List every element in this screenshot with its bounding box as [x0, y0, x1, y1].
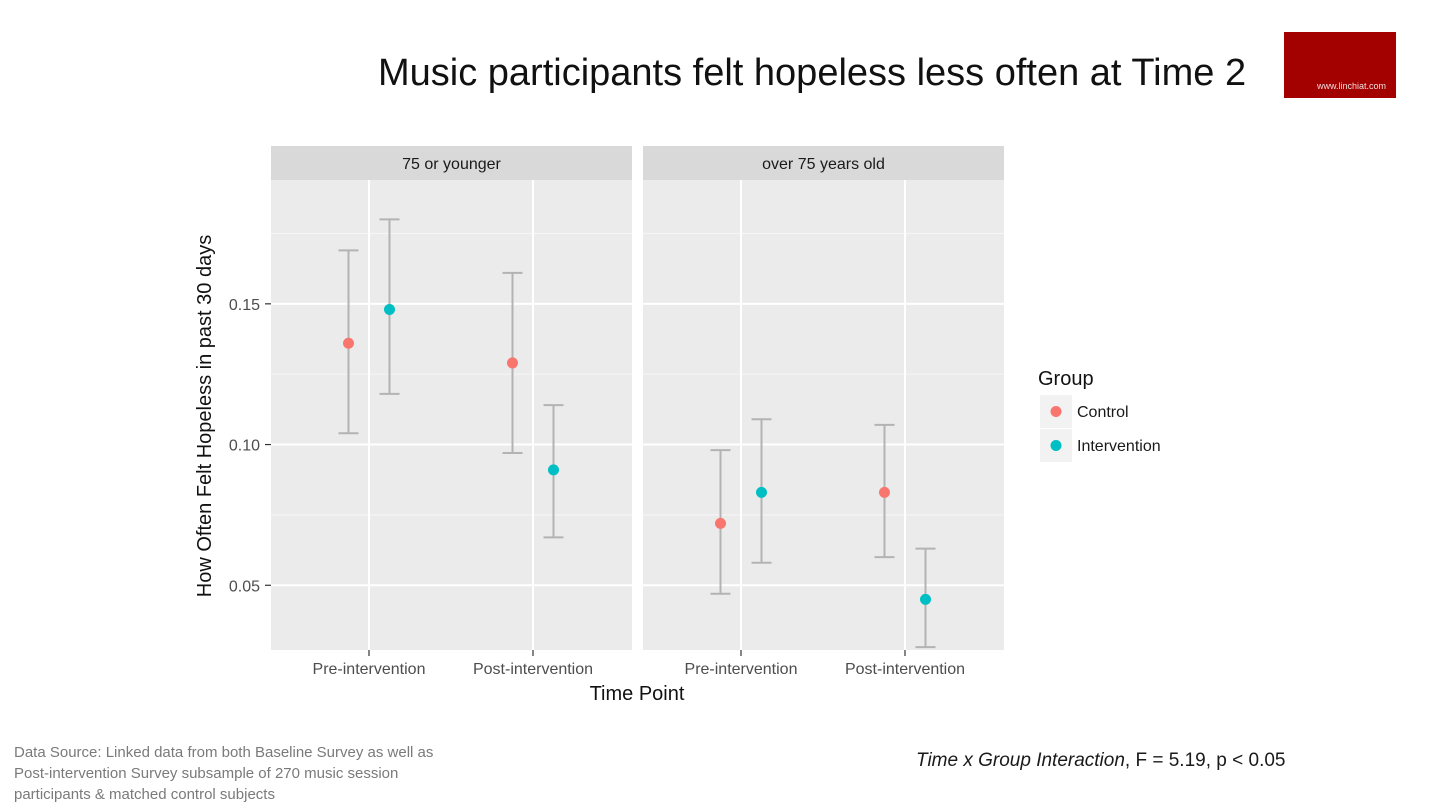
- x-tick-label: Post-intervention: [473, 661, 593, 678]
- y-axis-title: How Often Felt Hopeless in past 30 days: [194, 235, 216, 597]
- y-tick-label: 0.10: [229, 438, 260, 455]
- data-point-intervention: [920, 593, 931, 605]
- legend-label: Intervention: [1077, 438, 1161, 455]
- y-tick-label: 0.15: [229, 297, 260, 314]
- data-point-control: [879, 486, 890, 498]
- slide-title: Music participants felt hopeless less of…: [378, 52, 1247, 94]
- legend-swatch-control: [1050, 406, 1062, 417]
- facet-strip-label: 75 or younger: [402, 156, 501, 173]
- legend-swatch-intervention: [1050, 440, 1062, 451]
- facet-strip: [643, 146, 1004, 180]
- x-tick-label: Post-intervention: [845, 661, 965, 678]
- legend-label: Control: [1077, 404, 1129, 421]
- data-point-intervention: [756, 486, 767, 498]
- brand-url: www.linchiat.com: [1316, 81, 1386, 91]
- stat-value: , F = 5.19, p < 0.05: [1124, 750, 1286, 771]
- data-source-note: Data Source: Linked data from both Basel…: [14, 744, 434, 803]
- data-point-control: [343, 337, 354, 349]
- legend-title: Group: [1038, 368, 1094, 390]
- facet-strip-label: over 75 years old: [762, 156, 885, 173]
- faceted-dot-chart: 75 or younger Pre-intervention Post-interv…: [194, 146, 1161, 705]
- panel-background: [271, 180, 632, 650]
- panel-background: [643, 180, 1004, 650]
- data-point-control: [715, 517, 726, 529]
- x-axis-title: Time Point: [590, 683, 685, 705]
- x-tick-label: Pre-intervention: [313, 661, 426, 678]
- data-point-control: [507, 357, 518, 369]
- y-tick-label: 0.05: [229, 578, 260, 595]
- facet-strip: [271, 146, 632, 180]
- stat-label: Time x Group Interaction: [916, 750, 1125, 771]
- stat-result: Time x Group Interaction, F = 5.19, p < …: [916, 750, 1285, 772]
- x-tick-label: Pre-intervention: [685, 661, 798, 678]
- data-point-intervention: [384, 303, 395, 315]
- data-point-intervention: [548, 464, 559, 476]
- brand-logo: www.linchiat.com: [1284, 32, 1396, 98]
